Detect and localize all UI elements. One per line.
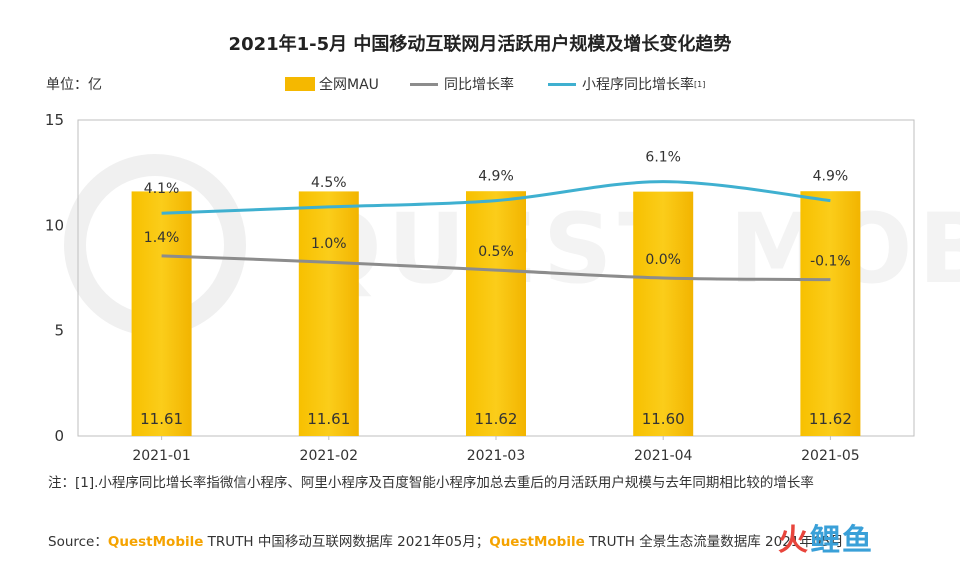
x-tick-label: 2021-02 bbox=[300, 448, 359, 464]
bar-value-label: 11.61 bbox=[140, 410, 183, 428]
legend-label-yoy: 同比增长率 bbox=[444, 77, 514, 93]
legend-item-yoy: 同比增长率 bbox=[410, 74, 514, 94]
line-yoy-label: 0.5% bbox=[478, 244, 514, 260]
source-prefix: Source： bbox=[48, 534, 108, 550]
legend-item-mau: 全网MAU bbox=[285, 74, 379, 94]
legend-label-miniprogram: 小程序同比增长率 bbox=[582, 77, 694, 93]
bar-mau bbox=[466, 191, 526, 436]
y-tick-label: 10 bbox=[45, 216, 64, 234]
x-tick-label: 2021-05 bbox=[801, 448, 860, 464]
y-tick-label: 0 bbox=[54, 427, 64, 445]
bar-value-label: 11.61 bbox=[307, 410, 350, 428]
legend-swatch-miniprogram bbox=[548, 82, 576, 86]
legend-label-mau: 全网MAU bbox=[319, 77, 379, 93]
line-miniprogram-label: 4.9% bbox=[478, 169, 514, 185]
line-yoy-label: -0.1% bbox=[810, 254, 851, 270]
bar-mau bbox=[131, 191, 192, 436]
x-tick-label: 2021-01 bbox=[132, 448, 191, 464]
legend-item-miniprogram: 小程序同比增长率 [1] bbox=[548, 74, 705, 94]
line-miniprogram-label: 4.1% bbox=[144, 181, 180, 197]
y-tick-label: 5 bbox=[54, 322, 64, 340]
bar-mau bbox=[800, 191, 861, 436]
chart-title: 2021年1-5月 中国移动互联网月活跃用户规模及增长变化趋势 bbox=[228, 34, 732, 55]
legend-swatch-yoy bbox=[410, 82, 438, 86]
line-yoy-label: 1.4% bbox=[144, 230, 180, 246]
line-yoy bbox=[161, 254, 831, 282]
line-miniprogram-label: 6.1% bbox=[645, 150, 681, 166]
source-text-1: TRUTH 中国移动互联网数据库 2021年05月； bbox=[203, 534, 490, 550]
y-tick-label: 15 bbox=[45, 111, 64, 129]
line-miniprogram bbox=[161, 180, 831, 215]
unit-label: 单位：亿 bbox=[46, 77, 102, 93]
line-yoy-label: 0.0% bbox=[645, 252, 681, 268]
footnote: 注：[1].小程序同比增长率指微信小程序、阿里小程序及百度智能小程序加总去重后的… bbox=[48, 475, 814, 491]
chart-area: 0 5 10 15 11.61 11.61 11.62 11.60 11.62 2021-01 20… bbox=[45, 111, 915, 464]
bar-mau bbox=[298, 191, 359, 436]
bar-value-label: 11.60 bbox=[642, 410, 685, 428]
source-brand-2: QuestMobile bbox=[489, 534, 585, 550]
legend-swatch-mau bbox=[285, 77, 315, 91]
legend-footnote-mark: [1] bbox=[694, 79, 706, 89]
x-tick-label: 2021-04 bbox=[634, 448, 693, 464]
brand-logo: 火鲤鱼 bbox=[778, 523, 874, 558]
line-yoy-label: 1.0% bbox=[311, 236, 347, 252]
source-text-2: TRUTH 全景生态流量数据库 2021年05月 bbox=[584, 534, 844, 550]
x-tick-label: 2021-03 bbox=[467, 448, 526, 464]
source-line: Source：QuestMobile TRUTH 中国移动互联网数据库 2021… bbox=[48, 530, 844, 550]
bar-mau bbox=[633, 191, 694, 436]
bar-value-label: 11.62 bbox=[809, 410, 852, 428]
line-miniprogram-label: 4.5% bbox=[311, 175, 347, 191]
bar-value-label: 11.62 bbox=[475, 410, 518, 428]
line-miniprogram-label: 4.9% bbox=[813, 169, 849, 185]
source-brand-1: QuestMobile bbox=[107, 534, 204, 550]
